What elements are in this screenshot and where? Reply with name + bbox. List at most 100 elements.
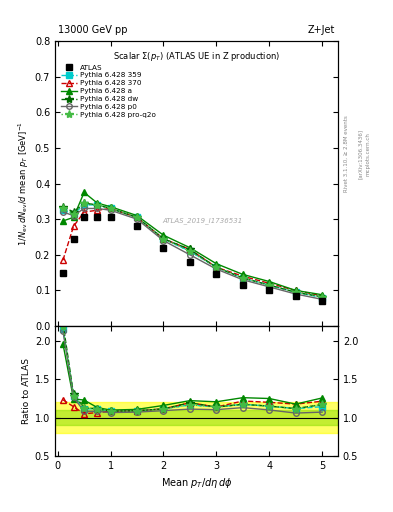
Pythia 6.428 p0: [187, 252, 192, 258]
Pythia 6.428 a: [61, 218, 65, 224]
Pythia 6.428 370: [293, 287, 298, 293]
Pythia 6.428 359: [135, 215, 140, 221]
Pythia 6.428 a: [293, 287, 298, 293]
Pythia 6.428 359: [320, 294, 325, 301]
Pythia 6.428 dw: [241, 275, 245, 281]
Pythia 6.428 370: [267, 280, 272, 286]
Pythia 6.428 pro-q2o: [61, 205, 65, 211]
Pythia 6.428 359: [214, 264, 219, 270]
Pythia 6.428 370: [108, 205, 113, 211]
Y-axis label: $1/N_\mathrm{ev}\,dN_\mathrm{ev}/d$ mean $p_T$ $[\mathrm{GeV}]^{-1}$: $1/N_\mathrm{ev}\,dN_\mathrm{ev}/d$ mean…: [16, 121, 31, 246]
Pythia 6.428 pro-q2o: [135, 215, 140, 221]
Pythia 6.428 p0: [135, 216, 140, 222]
Pythia 6.428 pro-q2o: [161, 236, 166, 242]
Pythia 6.428 370: [187, 246, 192, 252]
Pythia 6.428 a: [187, 245, 192, 251]
Text: Z+Jet: Z+Jet: [308, 25, 335, 35]
Pythia 6.428 p0: [95, 205, 100, 211]
Line: Pythia 6.428 a: Pythia 6.428 a: [60, 189, 325, 297]
Text: Scalar $\Sigma(p_T)$ (ATLAS UE in Z production): Scalar $\Sigma(p_T)$ (ATLAS UE in Z prod…: [113, 50, 280, 62]
Pythia 6.428 359: [108, 205, 113, 211]
Pythia 6.428 a: [214, 261, 219, 267]
Text: ATLAS_2019_I1736531: ATLAS_2019_I1736531: [162, 217, 242, 224]
ATLAS: [71, 236, 76, 242]
Pythia 6.428 pro-q2o: [71, 211, 76, 217]
Pythia 6.428 359: [241, 275, 245, 281]
Y-axis label: Ratio to ATLAS: Ratio to ATLAS: [22, 358, 31, 424]
ATLAS: [135, 223, 140, 229]
Pythia 6.428 a: [71, 215, 76, 221]
Text: 13000 GeV pp: 13000 GeV pp: [58, 25, 127, 35]
ATLAS: [61, 269, 65, 275]
Pythia 6.428 p0: [108, 207, 113, 214]
Pythia 6.428 dw: [71, 209, 76, 215]
Pythia 6.428 p0: [71, 212, 76, 219]
Pythia 6.428 pro-q2o: [82, 200, 86, 206]
Pythia 6.428 dw: [135, 215, 140, 221]
Pythia 6.428 359: [267, 282, 272, 288]
Pythia 6.428 dw: [161, 236, 166, 242]
ATLAS: [108, 215, 113, 221]
Pythia 6.428 pro-q2o: [241, 275, 245, 281]
ATLAS: [214, 271, 219, 278]
Pythia 6.428 370: [214, 264, 219, 270]
Pythia 6.428 359: [293, 289, 298, 295]
Pythia 6.428 dw: [214, 264, 219, 270]
Pythia 6.428 a: [320, 292, 325, 298]
Text: Rivet 3.1.10, ≥ 2.8M events: Rivet 3.1.10, ≥ 2.8M events: [344, 115, 349, 192]
Pythia 6.428 359: [187, 248, 192, 254]
Pythia 6.428 dw: [320, 294, 325, 300]
Pythia 6.428 p0: [293, 291, 298, 297]
Pythia 6.428 a: [267, 279, 272, 285]
Pythia 6.428 359: [71, 211, 76, 217]
Line: Pythia 6.428 359: Pythia 6.428 359: [60, 202, 325, 301]
Pythia 6.428 p0: [161, 238, 166, 244]
Pythia 6.428 359: [161, 236, 166, 242]
Pythia 6.428 370: [95, 207, 100, 214]
Pythia 6.428 pro-q2o: [293, 289, 298, 295]
Pythia 6.428 p0: [214, 266, 219, 272]
Line: Pythia 6.428 p0: Pythia 6.428 p0: [60, 206, 325, 302]
Bar: [55, 410, 338, 425]
Pythia 6.428 pro-q2o: [108, 205, 113, 211]
Pythia 6.428 pro-q2o: [320, 294, 325, 300]
Pythia 6.428 a: [108, 204, 113, 210]
Pythia 6.428 a: [82, 189, 86, 196]
Pythia 6.428 dw: [108, 205, 113, 211]
Pythia 6.428 p0: [241, 276, 245, 283]
Pythia 6.428 p0: [320, 296, 325, 303]
Pythia 6.428 359: [95, 202, 100, 208]
Pythia 6.428 pro-q2o: [187, 248, 192, 254]
Pythia 6.428 370: [71, 223, 76, 229]
Pythia 6.428 pro-q2o: [267, 282, 272, 288]
ATLAS: [187, 259, 192, 265]
ATLAS: [320, 298, 325, 304]
Pythia 6.428 dw: [61, 204, 65, 210]
Line: Pythia 6.428 dw: Pythia 6.428 dw: [59, 199, 326, 301]
Pythia 6.428 a: [161, 232, 166, 238]
Pythia 6.428 a: [241, 271, 245, 278]
Pythia 6.428 p0: [61, 209, 65, 215]
Line: Pythia 6.428 370: Pythia 6.428 370: [60, 206, 325, 298]
Pythia 6.428 p0: [82, 205, 86, 211]
Pythia 6.428 a: [95, 200, 100, 206]
Pythia 6.428 dw: [187, 246, 192, 252]
Line: Pythia 6.428 pro-q2o: Pythia 6.428 pro-q2o: [59, 199, 326, 301]
ATLAS: [95, 215, 100, 221]
Text: mcplots.cern.ch: mcplots.cern.ch: [365, 132, 371, 176]
ATLAS: [293, 293, 298, 299]
Bar: [55, 402, 338, 433]
Pythia 6.428 370: [161, 236, 166, 242]
Pythia 6.428 359: [82, 202, 86, 208]
Pythia 6.428 370: [320, 293, 325, 299]
Pythia 6.428 p0: [267, 284, 272, 290]
Pythia 6.428 dw: [95, 202, 100, 208]
X-axis label: Mean $p_T/d\eta\,d\phi$: Mean $p_T/d\eta\,d\phi$: [161, 476, 232, 490]
Legend: ATLAS, Pythia 6.428 359, Pythia 6.428 370, Pythia 6.428 a, Pythia 6.428 dw, Pyth: ATLAS, Pythia 6.428 359, Pythia 6.428 37…: [61, 65, 156, 118]
ATLAS: [82, 215, 86, 221]
Pythia 6.428 dw: [293, 289, 298, 295]
Pythia 6.428 370: [61, 257, 65, 263]
ATLAS: [241, 282, 245, 288]
Pythia 6.428 359: [61, 207, 65, 214]
Pythia 6.428 370: [241, 273, 245, 279]
